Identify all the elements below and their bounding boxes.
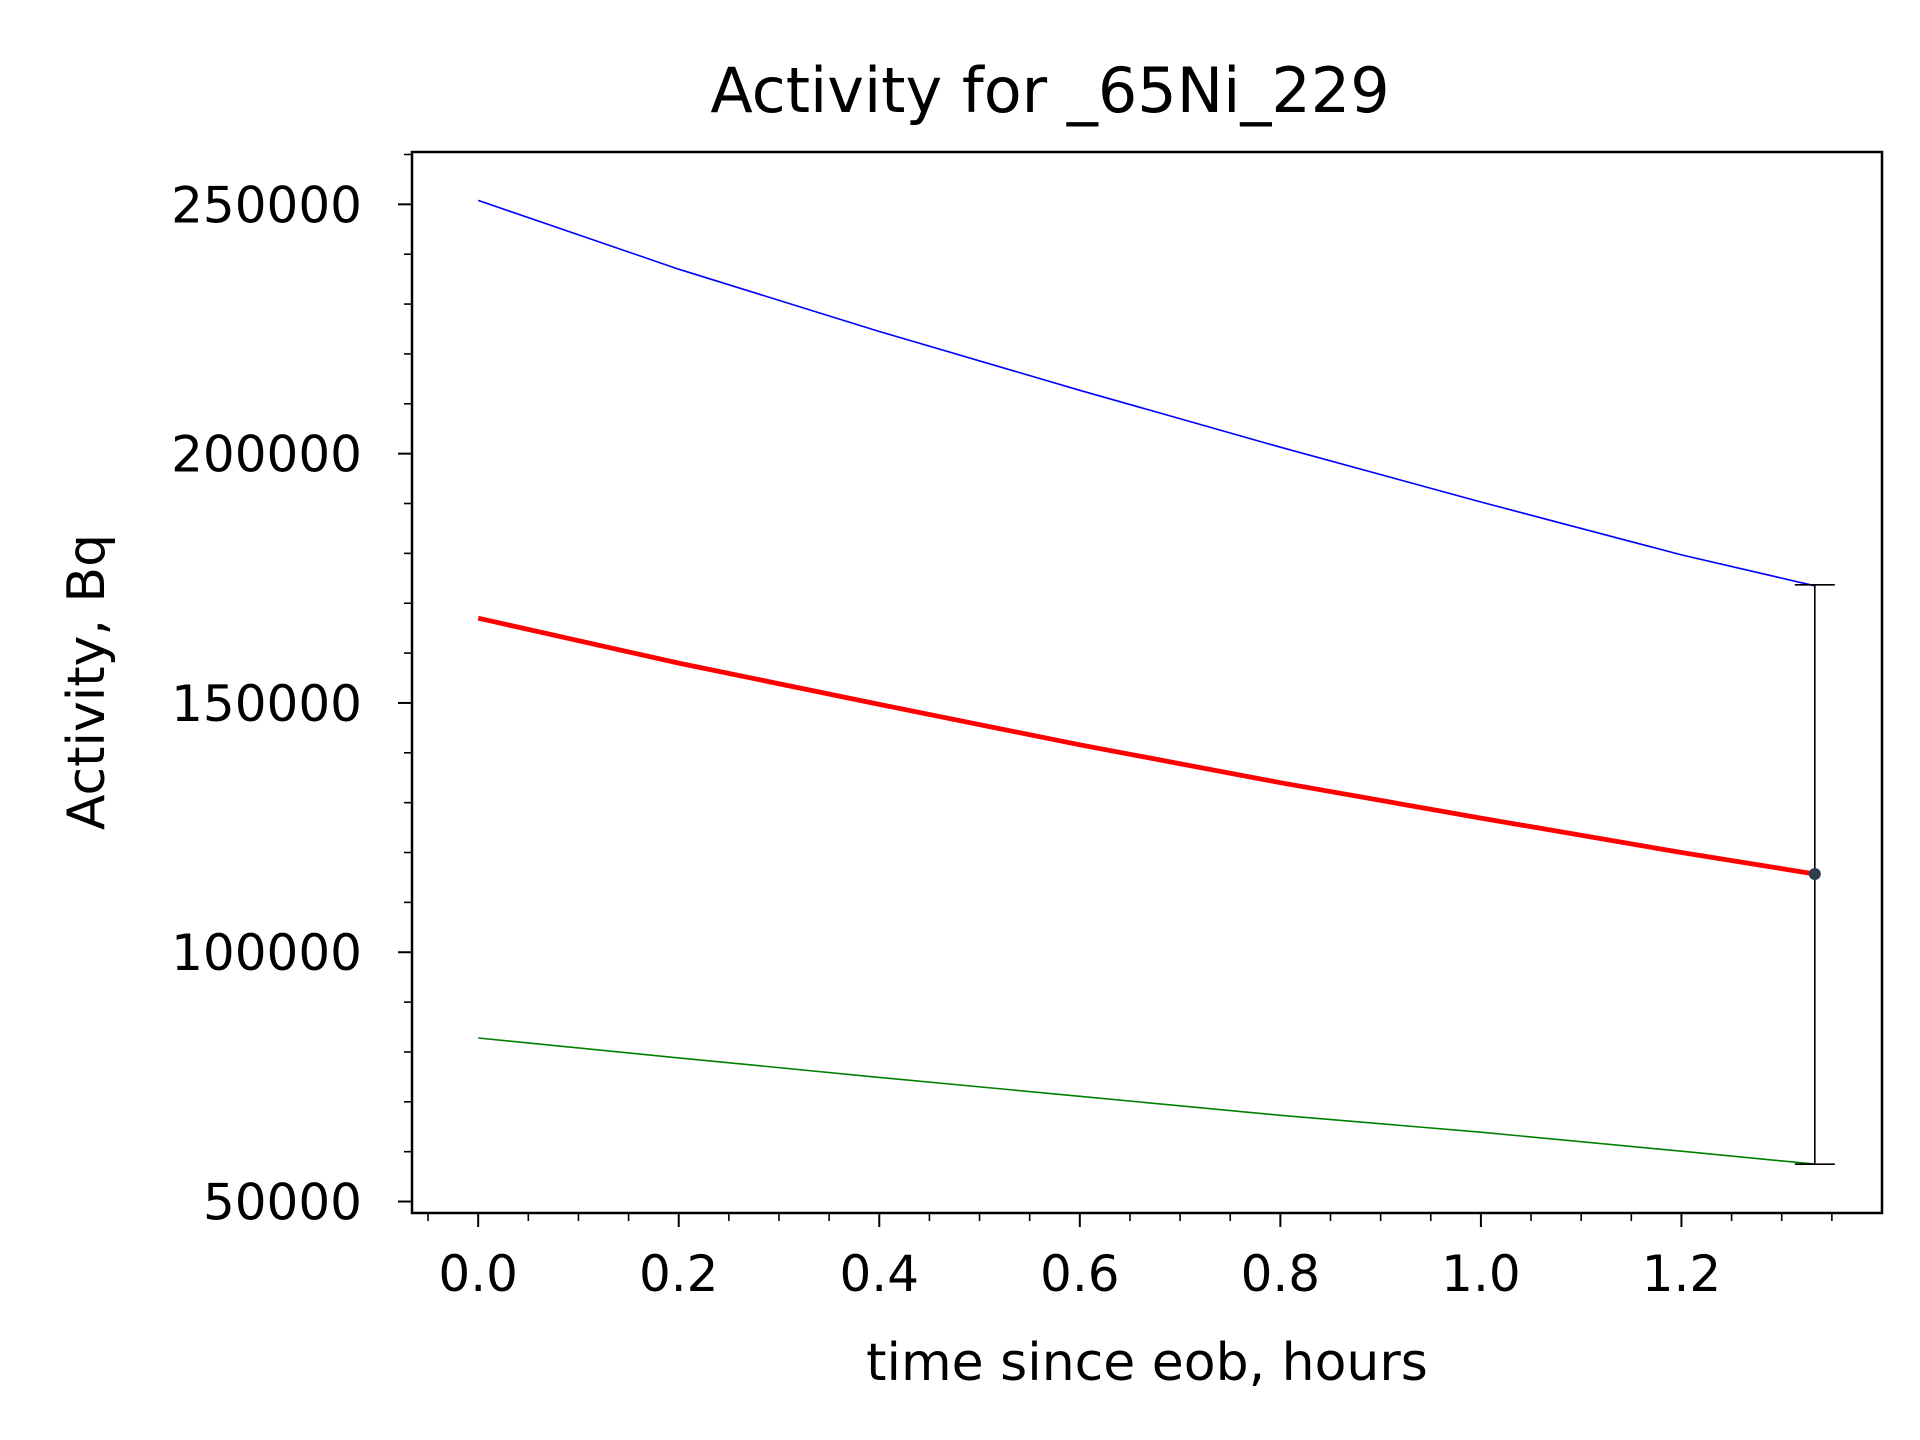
series-line-1 [477, 199, 1815, 587]
series-line-2 [477, 615, 1816, 877]
x-tick-label: 1.0 [1441, 1245, 1521, 1303]
series-line-3 [478, 1037, 1815, 1165]
series-layer [477, 199, 1816, 1165]
x-tick-label: 1.2 [1642, 1245, 1722, 1303]
y-axis-label: Activity, Bq [57, 534, 117, 830]
y-axis: 50000 100000 150000 200000 250000 [171, 153, 412, 1232]
x-tick-label: 0.8 [1241, 1245, 1321, 1303]
x-tick-label: 0.2 [639, 1245, 719, 1303]
plot-area-frame [410, 150, 1884, 1215]
errorbar-layer [1794, 583, 1835, 1165]
y-tick-label: 100000 [171, 924, 362, 982]
errorbar-point [1808, 867, 1821, 880]
chart-title: Activity for _65Ni_229 [710, 54, 1389, 127]
x-tick-label: 0.4 [840, 1245, 920, 1303]
x-axis-label: time since eob, hours [866, 1333, 1428, 1393]
y-tick-label: 50000 [203, 1174, 362, 1232]
y-tick-label: 150000 [171, 675, 362, 733]
y-tick-label: 250000 [171, 176, 362, 234]
x-axis: 0.0 0.2 0.4 0.6 0.8 1.0 1.2 [427, 1213, 1833, 1303]
x-tick-label: 0.0 [438, 1245, 518, 1303]
y-tick-label: 200000 [171, 426, 362, 484]
x-tick-label: 0.6 [1040, 1245, 1120, 1303]
